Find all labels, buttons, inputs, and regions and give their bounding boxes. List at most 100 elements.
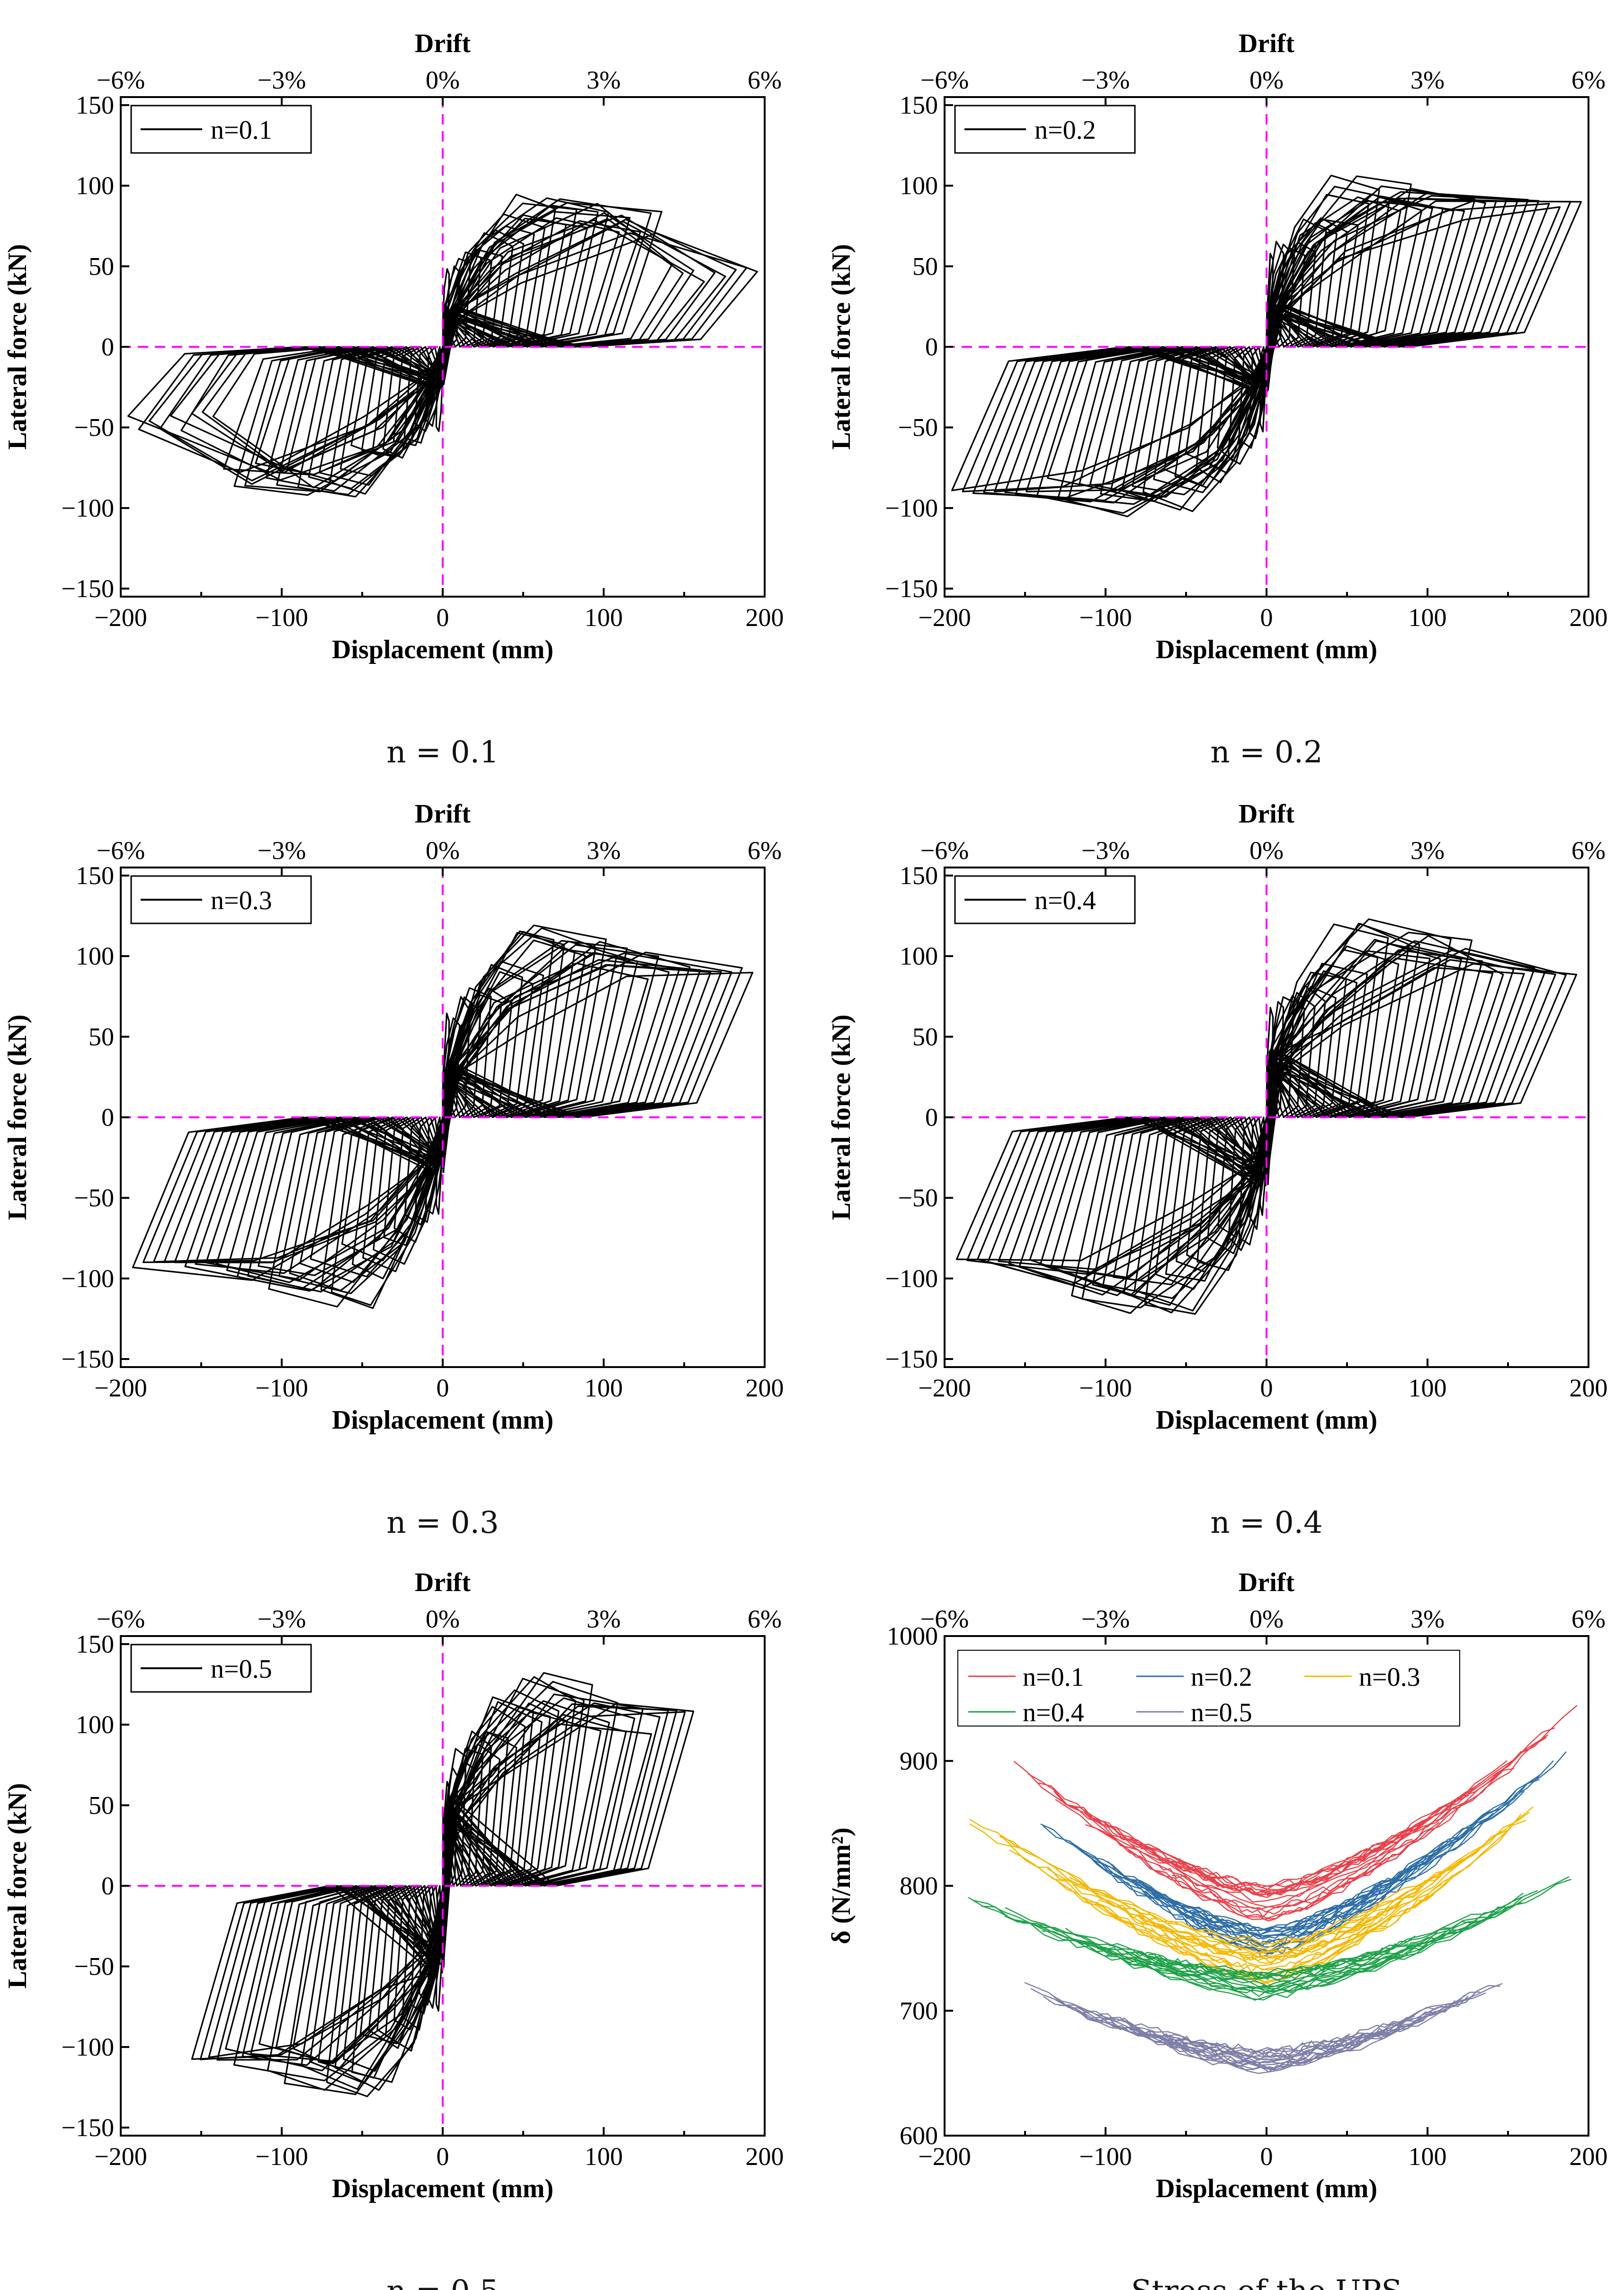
drift-axis-title: Drift xyxy=(415,799,471,829)
y-tick-label: 50 xyxy=(912,252,938,280)
drift-tick-label: 3% xyxy=(587,836,621,865)
y-tick-label: 50 xyxy=(89,1022,114,1051)
x-tick-label: −100 xyxy=(255,603,308,632)
stress-curve xyxy=(1150,1924,1374,1973)
y-tick-label: −100 xyxy=(885,494,938,522)
load-cycle xyxy=(278,924,607,1294)
drift-tick-label: 6% xyxy=(748,1605,782,1633)
stress-curve xyxy=(1105,2014,1433,2073)
x-tick-label: 200 xyxy=(746,1374,784,1402)
legend: n=0.4 xyxy=(954,875,1136,924)
panel-caption: n = 0.1 xyxy=(386,735,499,770)
hysteresis-curve xyxy=(127,194,758,498)
hysteresis-curve xyxy=(191,1672,695,2097)
y-tick-label: −50 xyxy=(74,1184,114,1212)
stress-curve xyxy=(1036,1896,1523,1987)
load-cycle xyxy=(403,251,482,444)
load-cycle xyxy=(330,930,555,1306)
drift-tick-label: 6% xyxy=(1571,66,1606,94)
load-cycle xyxy=(977,959,1556,1286)
y-tick-label: 800 xyxy=(900,1872,938,1900)
x-tick-label: 200 xyxy=(1570,1374,1608,1402)
load-cycle xyxy=(1133,945,1400,1312)
stress-curve xyxy=(1053,1991,1481,2059)
x-axis-title: Displacement (mm) xyxy=(332,1405,553,1435)
hysteresis-curve xyxy=(132,924,754,1309)
legend-label: n=0.2 xyxy=(1191,1663,1252,1692)
panel-caption: n = 0.4 xyxy=(1210,1505,1322,1540)
legend-label: n=0.5 xyxy=(1191,1698,1252,1727)
drift-tick-label: −3% xyxy=(258,836,306,865)
drift-tick-label: 0% xyxy=(426,1605,460,1633)
y-tick-label: −100 xyxy=(62,494,114,522)
drift-tick-label: −6% xyxy=(920,1605,969,1633)
y-tick-label: −150 xyxy=(62,2113,114,2142)
y-tick-label: −50 xyxy=(898,1184,938,1212)
drift-axis-title: Drift xyxy=(1239,1568,1295,1597)
y-tick-label: −100 xyxy=(885,1264,938,1293)
x-tick-label: −200 xyxy=(918,603,971,632)
y-tick-label: 900 xyxy=(900,1747,938,1775)
y-tick-label: 0 xyxy=(101,333,114,361)
drift-tick-label: 6% xyxy=(748,66,782,94)
y-tick-label: 700 xyxy=(900,1996,938,2025)
drift-tick-label: 6% xyxy=(748,836,782,865)
legend-label: n=0.5 xyxy=(211,1655,272,1684)
load-cycle xyxy=(148,218,737,482)
drift-tick-label: −6% xyxy=(920,836,969,865)
x-tick-label: 200 xyxy=(1570,603,1608,632)
load-cycle xyxy=(1207,985,1326,1254)
drift-tick-label: 3% xyxy=(587,1605,621,1633)
y-tick-label: −100 xyxy=(62,2033,114,2061)
legend: n=0.2 xyxy=(954,105,1136,154)
panel-caption: Stress of the UPS xyxy=(1131,2274,1402,2290)
stress-series-n=0.1 xyxy=(1013,1705,1578,1922)
drift-tick-label: 0% xyxy=(426,836,460,865)
drift-tick-label: −6% xyxy=(920,66,969,94)
load-cycle xyxy=(998,940,1535,1270)
load-cycle xyxy=(955,963,1578,1261)
x-tick-label: 100 xyxy=(1409,1374,1447,1402)
load-cycle xyxy=(138,232,748,473)
stress-curve xyxy=(973,1876,1570,1995)
x-tick-label: 200 xyxy=(746,603,784,632)
y-tick-label: 0 xyxy=(101,1872,114,1900)
legend-label: n=0.4 xyxy=(1035,886,1096,915)
x-tick-label: −100 xyxy=(255,2142,308,2171)
x-tick-label: 0 xyxy=(437,2142,449,2171)
drift-axis-title: Drift xyxy=(1239,799,1295,829)
x-tick-label: −200 xyxy=(94,1374,147,1402)
y-tick-label: −50 xyxy=(74,1952,114,1981)
stress-curve xyxy=(1111,1807,1461,1910)
load-cycle xyxy=(208,1705,678,2058)
y-tick-label: −150 xyxy=(62,1345,114,1373)
load-cycle xyxy=(962,200,1571,492)
x-tick-label: −200 xyxy=(918,2142,971,2171)
y-tick-label: −50 xyxy=(74,413,114,442)
y-tick-label: 150 xyxy=(76,1630,114,1658)
legend: n=0.1 n=0.2 n=0.3 n=0.4 n=0.5 xyxy=(957,1650,1460,1727)
stress-curve xyxy=(1013,1705,1578,1908)
drift-tick-label: 0% xyxy=(1249,836,1284,865)
panel-caption: n = 0.3 xyxy=(386,1505,499,1540)
x-tick-label: 0 xyxy=(1260,603,1273,632)
stress-curve xyxy=(1043,1985,1500,2071)
legend: n=0.1 xyxy=(130,105,312,154)
panel-4: −200 −100 0 100 200 −6% −3% 0% 3% 6% −150 −100 −50 0 5… xyxy=(827,799,1608,1435)
load-cycle xyxy=(250,1697,635,2063)
y-axis-title: Lateral force (kN) xyxy=(3,244,32,449)
stress-curve xyxy=(1009,1831,1507,1986)
drift-tick-label: 3% xyxy=(1410,66,1445,94)
load-cycle xyxy=(202,218,684,472)
x-tick-label: 200 xyxy=(1570,2142,1608,2171)
drift-tick-label: −6% xyxy=(97,1605,145,1633)
legend-label: n=0.2 xyxy=(1035,116,1096,145)
drift-tick-label: −3% xyxy=(1081,836,1130,865)
drift-tick-label: −6% xyxy=(97,836,145,865)
x-tick-label: −100 xyxy=(1079,1374,1132,1402)
y-axis-title: Lateral force (kN) xyxy=(827,244,856,449)
drift-tick-label: 3% xyxy=(1410,1605,1445,1633)
stress-curve xyxy=(1072,1760,1508,1890)
y-axis-title: Lateral force (kN) xyxy=(3,1783,32,1988)
